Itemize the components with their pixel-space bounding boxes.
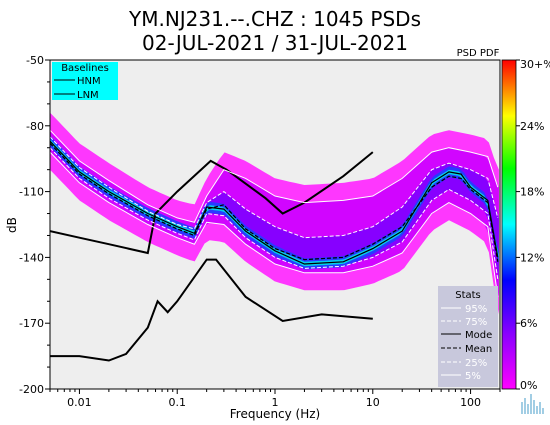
x-tick-label: 100 — [460, 396, 481, 409]
p5-legend-label: 5% — [465, 371, 481, 382]
x-tick-label: 0.01 — [67, 396, 92, 409]
x-tick-label: 1 — [272, 396, 279, 409]
colorbar-tick-label: 18% — [520, 186, 544, 199]
chart-title-line2: 02-JUL-2021 / 31-JUL-2021 — [142, 31, 408, 55]
colorbar-title: PSD PDF — [457, 48, 500, 59]
series-line-mode — [50, 140, 499, 265]
colorbar-ticks: 0% 6% 12% 18% 24% 30+% — [516, 58, 550, 392]
series-line-5pct — [50, 151, 499, 297]
p25-legend-label: 25% — [465, 358, 487, 369]
colorbar-tick-label: 0% — [520, 379, 537, 392]
mode-legend-label: Mode — [465, 330, 492, 341]
series-line-lnm — [50, 258, 373, 362]
series-line-25pct — [50, 147, 499, 280]
stats-legend: Stats 95% 75% Mode Mean 25% 5% — [438, 286, 498, 387]
density-band-core — [50, 135, 499, 270]
y-axis: -50 -80 -110 -140 -170 -200 — [19, 54, 50, 396]
psd-density-layer — [50, 112, 499, 315]
series-line-mean — [50, 142, 499, 262]
series-line-95pct — [50, 129, 499, 223]
y-tick-label: -170 — [19, 317, 44, 330]
colorbar — [501, 59, 517, 390]
density-band-wide — [50, 130, 499, 297]
y-tick-label: -50 — [26, 54, 44, 67]
hnm-legend-label: HNM — [77, 76, 101, 87]
x-axis: 0.01 0.1 1 10 100 — [49, 389, 501, 409]
stats-legend-title: Stats — [455, 290, 481, 301]
y-axis-label: dB — [5, 217, 19, 233]
waveform-logo — [521, 394, 544, 414]
colorbar-tick-label: 12% — [520, 251, 544, 264]
stats-legend-box — [438, 286, 498, 387]
y-tick-label: -200 — [19, 383, 44, 396]
y-tick-label: -140 — [19, 251, 44, 264]
baselines-legend: Baselines HNM LNM — [52, 62, 118, 101]
series-line-75pct — [50, 136, 499, 239]
colorbar-tick-label: 6% — [520, 317, 537, 330]
x-tick-label: 10 — [366, 396, 380, 409]
p75-legend-label: 75% — [465, 317, 487, 328]
p95-legend-label: 95% — [465, 304, 487, 315]
y-tick-label: -80 — [26, 120, 44, 133]
chart-title-line1: YM.NJ231.--.CHZ : 1045 PSDs — [128, 7, 421, 31]
colorbar-tick-label: 24% — [520, 120, 544, 133]
y-tick-label: -110 — [19, 186, 44, 199]
colorbar-tick-label: 30+% — [520, 58, 550, 71]
x-tick-label: 0.1 — [168, 396, 186, 409]
baselines-legend-title: Baselines — [61, 63, 109, 74]
x-axis-label: Frequency (Hz) — [230, 407, 321, 421]
series-lines-layer — [50, 129, 499, 362]
lnm-legend-label: LNM — [77, 90, 99, 101]
mean-legend-label: Mean — [465, 344, 492, 355]
